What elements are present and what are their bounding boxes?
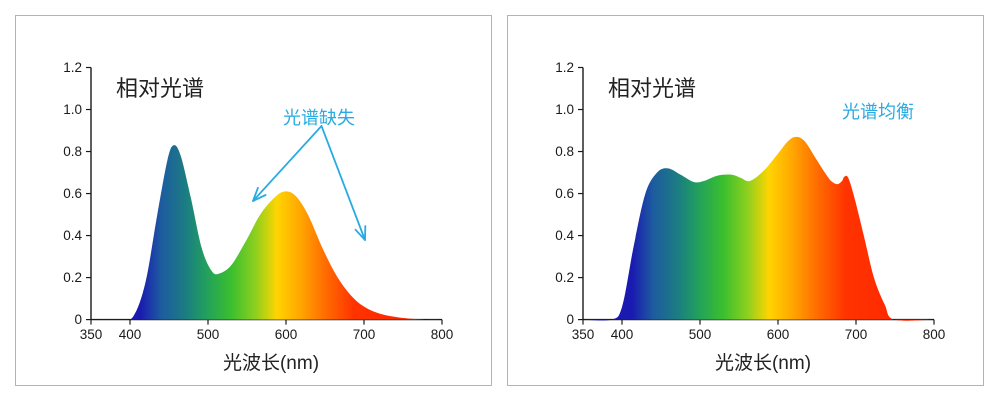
svg-text:0.2: 0.2 — [555, 270, 574, 285]
svg-text:350: 350 — [80, 327, 103, 342]
svg-text:800: 800 — [923, 327, 946, 342]
svg-text:1.2: 1.2 — [63, 60, 82, 75]
svg-text:相对光谱: 相对光谱 — [116, 76, 204, 101]
svg-text:相对光谱: 相对光谱 — [608, 76, 696, 101]
svg-text:700: 700 — [845, 327, 868, 342]
svg-text:600: 600 — [275, 327, 298, 342]
svg-text:800: 800 — [431, 327, 454, 342]
svg-text:500: 500 — [197, 327, 220, 342]
svg-text:0.4: 0.4 — [63, 228, 82, 243]
svg-text:0.6: 0.6 — [63, 186, 82, 201]
svg-text:0.4: 0.4 — [555, 228, 574, 243]
svg-text:光谱缺失: 光谱缺失 — [283, 108, 355, 128]
svg-text:0.6: 0.6 — [555, 186, 574, 201]
svg-text:光波长(nm): 光波长(nm) — [715, 352, 811, 374]
svg-text:0: 0 — [566, 312, 574, 327]
svg-text:光波长(nm): 光波长(nm) — [223, 352, 319, 374]
svg-text:400: 400 — [611, 327, 634, 342]
svg-text:500: 500 — [689, 327, 712, 342]
svg-text:0: 0 — [74, 312, 82, 327]
svg-text:400: 400 — [119, 327, 142, 342]
svg-text:0.2: 0.2 — [63, 270, 82, 285]
svg-text:1.0: 1.0 — [555, 102, 574, 117]
svg-text:1.0: 1.0 — [63, 102, 82, 117]
svg-text:0.8: 0.8 — [555, 144, 574, 159]
svg-text:0.8: 0.8 — [63, 144, 82, 159]
svg-text:600: 600 — [767, 327, 790, 342]
svg-text:350: 350 — [572, 327, 595, 342]
svg-text:光谱均衡: 光谱均衡 — [842, 102, 914, 122]
svg-text:700: 700 — [353, 327, 376, 342]
svg-text:1.2: 1.2 — [555, 60, 574, 75]
